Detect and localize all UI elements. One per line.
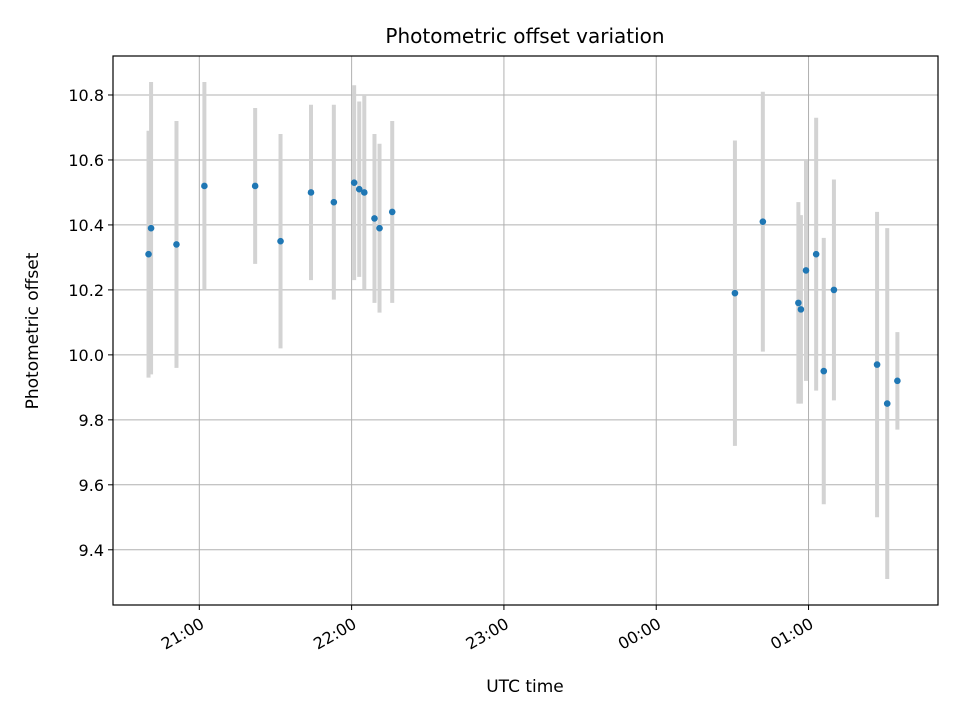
data-point [873, 361, 881, 368]
y-tick-label: 9.6 [79, 476, 104, 495]
y-axis-ticks: 9.4 9.6 9.8 10.0 10.2 10.4 10.6 10.8 [68, 86, 113, 560]
data-point [759, 218, 767, 225]
data-point [145, 250, 152, 258]
data-point [812, 250, 820, 258]
data-point [802, 267, 810, 274]
data-point [388, 208, 396, 216]
y-tick-label: 9.8 [79, 411, 104, 430]
data-point [376, 224, 383, 232]
data-point [731, 289, 739, 297]
data-point [330, 198, 338, 206]
y-axis-title: Photometric offset [23, 252, 43, 409]
data-point [147, 224, 155, 232]
data-point [883, 400, 891, 407]
chart-title: Photometric offset variation [385, 24, 664, 48]
data-point [371, 215, 378, 222]
data-point [797, 306, 805, 313]
data-point [355, 185, 363, 193]
data-point [251, 182, 259, 190]
data-point [820, 367, 828, 375]
data-point [201, 182, 208, 190]
data-point [350, 179, 358, 186]
x-axis-title: UTC time [486, 677, 564, 697]
data-points [145, 179, 901, 407]
y-tick-label: 10.8 [68, 86, 104, 105]
y-tick-label: 9.4 [79, 541, 104, 560]
data-point [173, 241, 180, 248]
data-point [277, 237, 284, 245]
data-point [361, 189, 368, 196]
data-point [830, 286, 838, 294]
y-tick-label: 10.4 [68, 216, 104, 235]
plot-frame [112, 55, 939, 606]
y-tick-label: 10.0 [68, 346, 104, 365]
data-point [894, 377, 901, 385]
y-tick-label: 10.6 [68, 151, 104, 170]
data-point [795, 299, 802, 307]
data-point [307, 189, 315, 196]
y-tick-label: 10.2 [68, 281, 104, 300]
